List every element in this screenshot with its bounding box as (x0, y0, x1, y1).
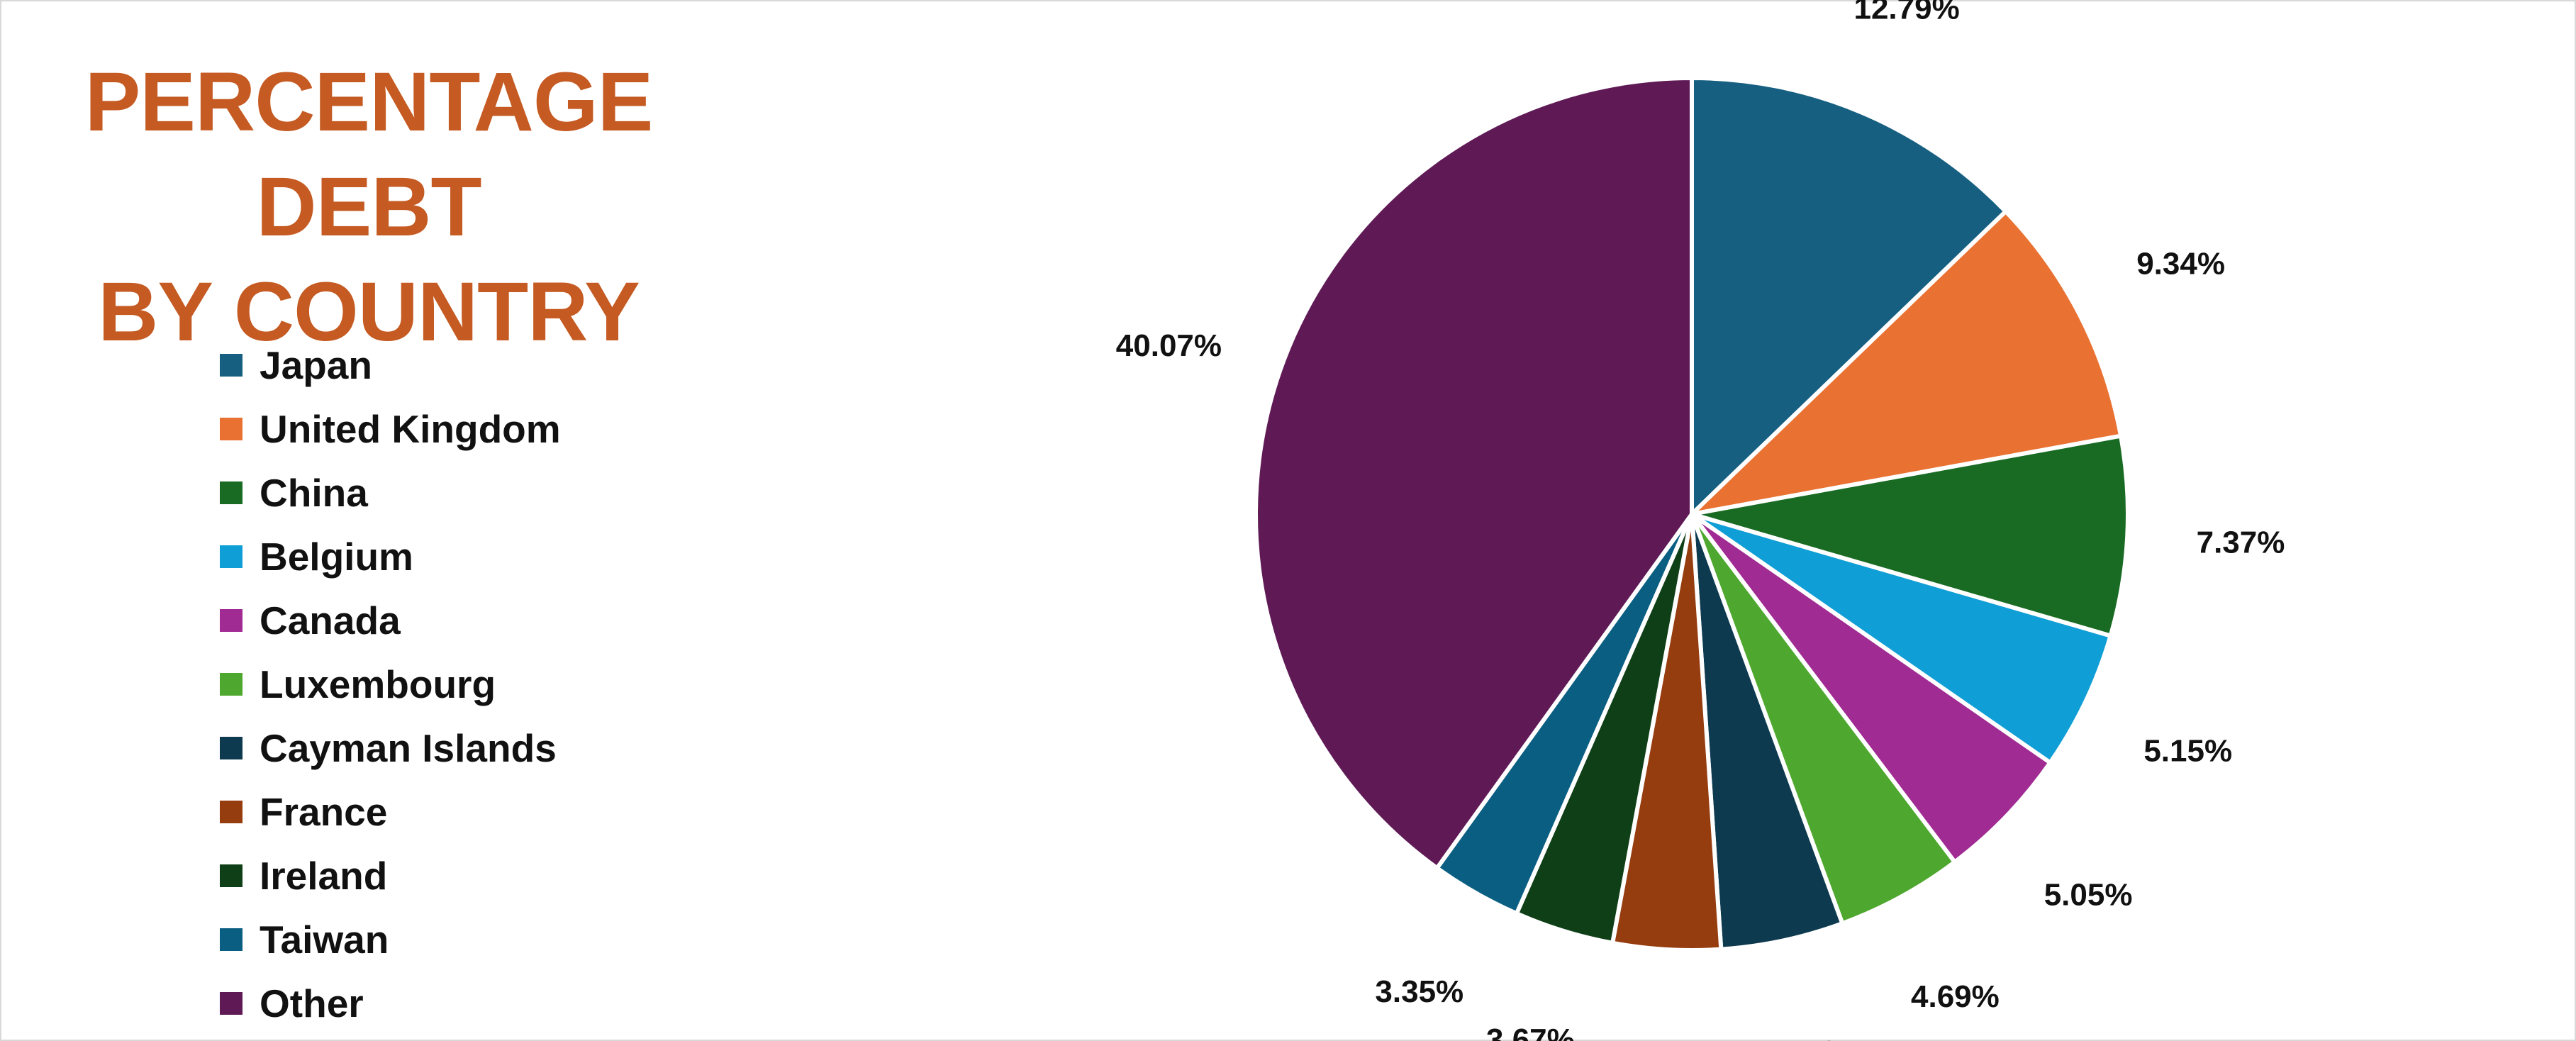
legend-label: Japan (260, 343, 372, 387)
legend-item: Canada (220, 589, 561, 652)
legend-swatch (220, 992, 242, 1015)
legend-swatch (220, 801, 242, 823)
data-label: 5.15% (2143, 733, 2232, 768)
legend-item: Cayman Islands (220, 716, 561, 780)
data-label: 4.69% (1911, 979, 2000, 1014)
legend-item: Taiwan (220, 908, 561, 972)
chart-title-line-2: BY COUNTRY (98, 265, 640, 359)
pie-slice-canada (1690, 512, 2053, 864)
legend-item: Ireland (220, 844, 561, 908)
legend-swatch (220, 737, 242, 759)
legend-label: Belgium (260, 535, 413, 579)
legend-label: Cayman Islands (260, 726, 557, 770)
data-label: 3.67% (1486, 1023, 1575, 1041)
pie-slice-cayman-islands (1690, 512, 1845, 952)
legend-swatch (220, 928, 242, 951)
legend-item: France (220, 780, 561, 844)
data-label: 7.37% (2197, 525, 2285, 560)
legend-label: United Kingdom (260, 407, 561, 451)
legend-item: United Kingdom (220, 397, 561, 461)
legend-label: China (260, 471, 368, 515)
pie-slice-other (1254, 76, 1694, 871)
legend-swatch (220, 864, 242, 887)
pie-slice-united-kingdom (1690, 209, 2124, 516)
legend-label: Canada (260, 599, 401, 642)
legend-swatch (220, 418, 242, 440)
data-label: 5.05% (2044, 878, 2133, 913)
data-label: 3.35% (1375, 974, 1463, 1009)
legend-item: Japan (220, 333, 561, 397)
legend-swatch (220, 609, 242, 632)
legend-swatch (220, 545, 242, 568)
legend-item: Luxembourg (220, 652, 561, 716)
legend-item: Other (220, 972, 561, 1035)
chart-legend: Japan United Kingdom China Belgium Canada Lux… (220, 333, 561, 1035)
legend-item: China (220, 461, 561, 525)
chart-title-line-1: PERCENTAGE DEBT (84, 55, 654, 254)
pie-slice-belgium (1690, 512, 2113, 765)
data-label: 12.79% (1853, 0, 1959, 26)
chart-title: PERCENTAGE DEBT BY COUNTRY (0, 50, 737, 364)
pie-slice-japan (1690, 76, 2008, 516)
legend-swatch (220, 673, 242, 696)
legend-label: France (260, 790, 388, 834)
pie-slice-luxembourg (1690, 512, 1957, 926)
pie-slice-china (1690, 433, 2130, 638)
legend-label: Taiwan (260, 918, 389, 962)
legend-label: Other (260, 981, 364, 1025)
legend-label: Luxembourg (260, 662, 496, 706)
data-label: 40.07% (1116, 328, 1222, 363)
data-label: 9.34% (2136, 246, 2225, 281)
data-label: 4.54% (1762, 1035, 1851, 1041)
legend-item: Belgium (220, 525, 561, 589)
legend-label: Ireland (260, 854, 388, 898)
legend-swatch (220, 354, 242, 377)
legend-swatch (220, 481, 242, 504)
